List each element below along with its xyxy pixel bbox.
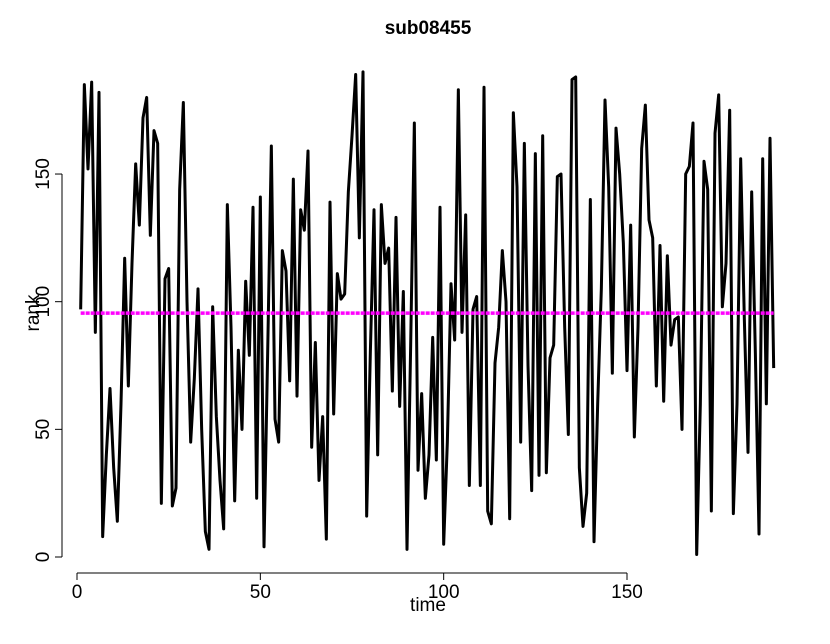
y-tick-label: 100 bbox=[33, 286, 54, 318]
data-line bbox=[79, 70, 776, 556]
x-axis-label: time bbox=[410, 595, 446, 616]
y-tick-label: 0 bbox=[33, 552, 54, 563]
y-axis-label: rank bbox=[23, 294, 44, 331]
x-tick-label: 100 bbox=[428, 582, 460, 603]
y-tick-label: 50 bbox=[33, 419, 54, 440]
x-tick-label: 0 bbox=[72, 582, 83, 603]
y-tick-label: 150 bbox=[33, 158, 54, 190]
chart-title: sub08455 bbox=[385, 18, 472, 39]
x-tick-label: 150 bbox=[611, 582, 643, 603]
x-tick-label: 50 bbox=[250, 582, 271, 603]
